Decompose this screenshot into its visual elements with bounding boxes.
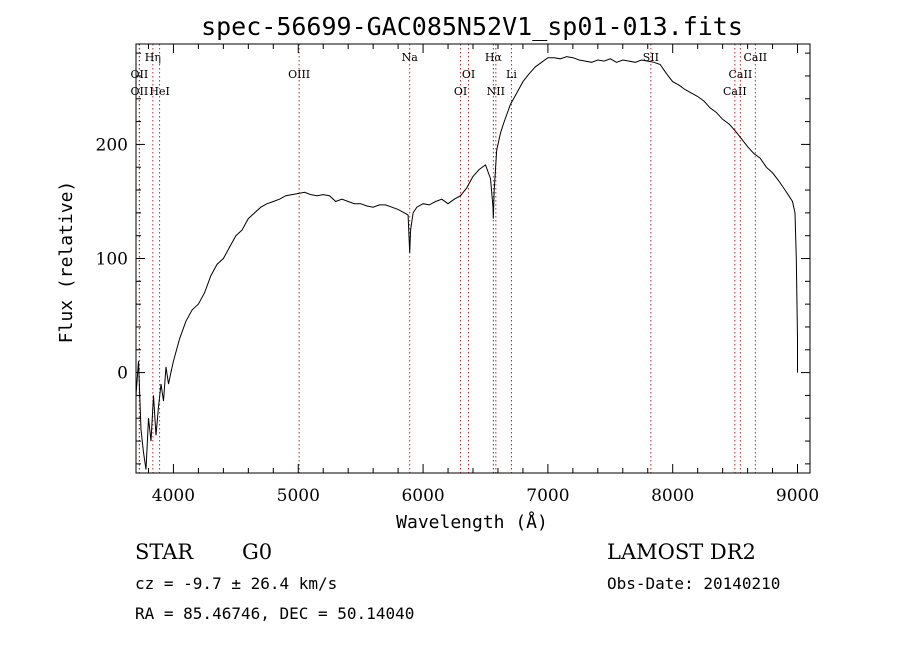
line-marker-label: HeI <box>149 85 169 98</box>
y-tick-label: 0 <box>117 364 128 384</box>
spectrum-line <box>135 56 798 470</box>
line-marker-label: CaII <box>723 85 747 98</box>
line-marker-label: NII <box>487 85 505 98</box>
y-axis-title: Flux (relative) <box>56 181 77 344</box>
line-marker-label: OII <box>131 68 149 81</box>
redshift-info: cz = -9.7 ± 26.4 km/s <box>135 574 337 593</box>
line-marker-label: CaII <box>743 51 767 64</box>
line-marker-label: CaII <box>729 68 753 81</box>
obs-date: Obs-Date: 20140210 <box>607 574 780 593</box>
line-marker-label: OI <box>454 85 467 98</box>
survey-name: LAMOST DR2 <box>607 540 756 564</box>
y-tick-label: 100 <box>96 250 128 270</box>
plot-frame <box>135 43 811 474</box>
chart-title: spec-56699-GAC085N52V1_sp01-013.fits <box>201 12 743 41</box>
line-marker-label: OI <box>462 68 475 81</box>
x-tick-label: 5000 <box>277 486 320 506</box>
y-tick-label: 200 <box>96 135 128 155</box>
axes: 4000 5000 6000 7000 8000 9000 0 100 200 <box>96 43 819 506</box>
x-tick-label: 4000 <box>152 486 195 506</box>
line-marker-label: OIII <box>288 68 310 81</box>
line-marker-label: Hα <box>485 51 503 64</box>
x-tick-label: 7000 <box>526 486 569 506</box>
x-tick-label: 8000 <box>651 486 694 506</box>
object-subclass: G0 <box>242 540 272 564</box>
x-axis-title: Wavelength (Å) <box>396 511 548 533</box>
line-marker-label: OII <box>131 85 149 98</box>
object-class: STAR <box>135 540 194 564</box>
x-tick-label: 6000 <box>401 486 444 506</box>
x-tick-label: 9000 <box>776 486 819 506</box>
line-marker-label: Hη <box>145 51 161 64</box>
spectrum-series <box>135 56 798 470</box>
line-marker-label: Li <box>506 68 517 81</box>
line-marker-label: Na <box>402 51 419 64</box>
coordinates: RA = 85.46746, DEC = 50.14040 <box>135 604 414 623</box>
